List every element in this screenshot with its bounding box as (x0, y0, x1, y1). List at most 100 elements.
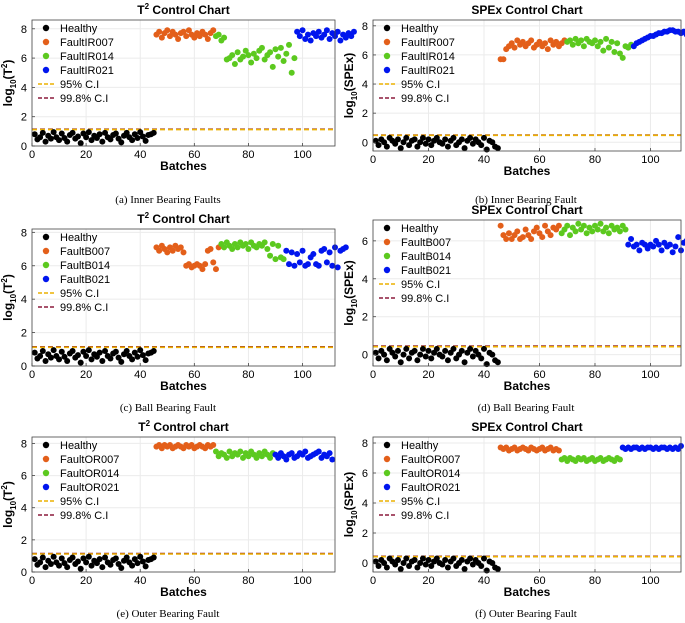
data-point (118, 564, 125, 571)
legend-label: FaultOR021 (60, 482, 119, 494)
legend-marker (42, 483, 50, 491)
data-point (636, 247, 643, 254)
data-point (444, 143, 451, 150)
data-point (419, 345, 426, 352)
data-point (600, 47, 607, 54)
figure-caption: (e) Outer Bearing Fault (117, 608, 220, 620)
data-point (210, 259, 217, 266)
data-point (555, 222, 562, 229)
data-point (589, 228, 596, 235)
data-point (229, 246, 236, 253)
chart-title-rest: Control chart (150, 420, 229, 434)
legend-ci-label: 99.8% C.I (60, 510, 108, 522)
data-point (567, 232, 574, 239)
legend-marker (383, 469, 391, 477)
data-point (450, 134, 457, 141)
data-point (508, 40, 515, 47)
data-point (444, 357, 451, 364)
x-tick-label: 40 (478, 154, 490, 166)
data-point (539, 234, 546, 241)
figure-caption: (a) Inner Bearing Faults (115, 194, 220, 206)
data-point (185, 27, 192, 34)
data-point (221, 244, 228, 251)
data-point (650, 243, 657, 250)
data-point (564, 222, 571, 229)
data-point (411, 136, 418, 143)
legend-marker (383, 455, 391, 463)
axes-frame (372, 19, 682, 152)
legend-label: FaultOR014 (60, 468, 119, 480)
y-tick-label: 8 (21, 24, 27, 36)
data-point (337, 37, 344, 44)
data-point (288, 69, 295, 76)
y-tick-label: 4 (362, 79, 368, 91)
data-point (156, 247, 163, 254)
data-point (123, 347, 130, 354)
data-point (444, 564, 451, 571)
data-point (99, 564, 106, 571)
data-point (58, 348, 65, 355)
data-point (326, 249, 333, 256)
data-point (272, 256, 279, 263)
data-point (672, 243, 679, 250)
data-point (394, 347, 401, 354)
data-point (267, 454, 274, 461)
data-point (42, 138, 49, 145)
data-point (180, 249, 187, 256)
x-tick-label: 60 (188, 149, 200, 161)
chart-title: T2 Control Chart (137, 2, 229, 17)
figure-caption: (d) Ball Bearing Fault (478, 402, 575, 414)
legend-label: FaultOR007 (60, 454, 119, 466)
x-tick-label: 60 (533, 369, 545, 381)
data-point (283, 50, 290, 57)
data-point (567, 37, 574, 44)
data-point (212, 266, 219, 273)
legend-ci-label: 95% C.I (60, 288, 99, 300)
data-point (422, 353, 429, 360)
y-label-superscript: 2 (0, 278, 9, 283)
data-point (578, 37, 585, 44)
data-point (299, 27, 306, 34)
data-point (69, 347, 76, 354)
y-tick-label: 6 (21, 261, 27, 273)
y-axis-label: log10(SPEx) (342, 472, 359, 538)
data-point (461, 359, 468, 366)
legend-marker (383, 238, 391, 246)
data-point (605, 230, 612, 237)
y-tick-label: 8 (362, 21, 368, 33)
data-point (480, 345, 487, 352)
data-point (74, 133, 81, 140)
data-point (199, 266, 206, 273)
data-point (326, 36, 333, 43)
data-point (392, 140, 399, 147)
data-point (288, 249, 295, 256)
data-point (264, 246, 271, 253)
data-point (245, 453, 252, 460)
data-point (112, 555, 119, 562)
data-point (605, 44, 612, 51)
data-point (129, 356, 136, 363)
data-point (50, 347, 57, 354)
data-point (469, 140, 476, 147)
data-point (414, 357, 421, 364)
data-point (494, 145, 501, 152)
data-point (450, 555, 457, 562)
data-point (294, 251, 301, 258)
data-point (64, 357, 71, 364)
data-point (397, 145, 404, 152)
legend-ci-label: 99.8% C.I (401, 93, 449, 105)
y-tick-label: 4 (362, 274, 368, 286)
data-point (302, 36, 309, 43)
data-point (666, 241, 673, 248)
legend-marker (42, 469, 50, 477)
data-point (478, 563, 485, 569)
data-point (583, 230, 590, 237)
data-point (267, 49, 274, 56)
data-point (572, 35, 579, 42)
x-tick-label: 80 (589, 575, 601, 587)
y-label-subscript: 10 (9, 79, 18, 88)
legend-ci-label: 99.8% C.I (401, 293, 449, 305)
data-point (47, 354, 54, 361)
data-point (547, 232, 554, 239)
legend-marker (42, 66, 50, 74)
